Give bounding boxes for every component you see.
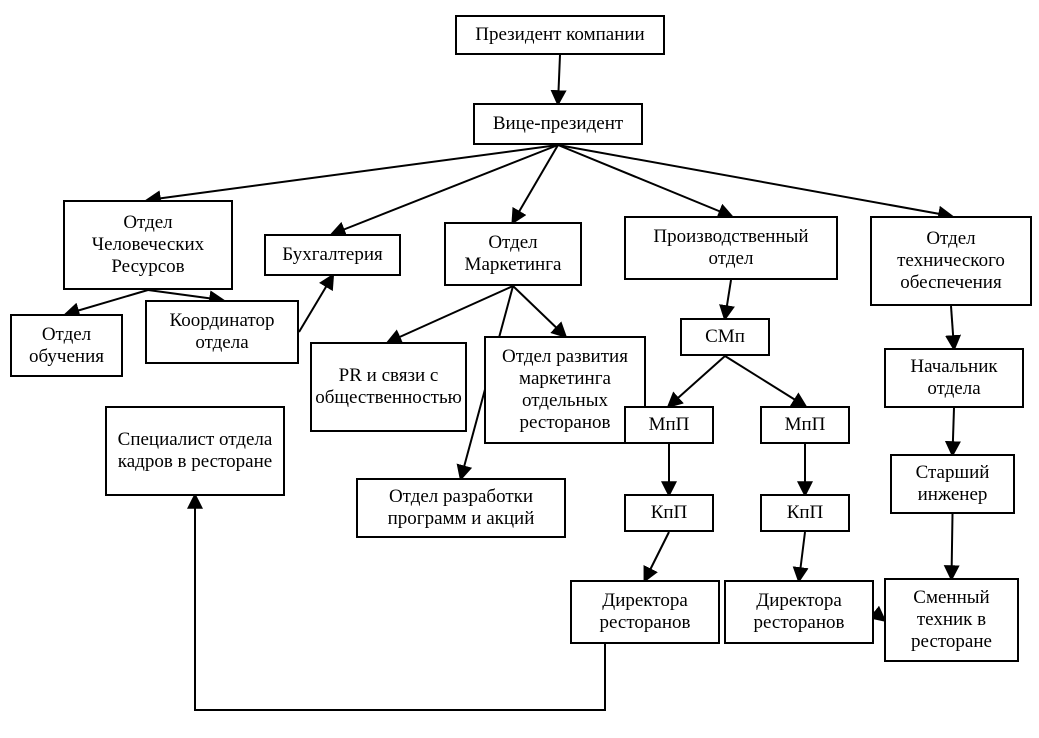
node-label: КпП (651, 502, 688, 524)
edge-vp-to-marketing (513, 145, 558, 222)
edge-smp-to-mpp2 (725, 356, 805, 406)
edge-prod_dept-to-smp (725, 280, 731, 318)
node-label: Специалист отдела кадров в ресторане (113, 429, 277, 473)
edge-marketing-to-pr (389, 286, 514, 342)
node-kpp1: КпП (624, 494, 714, 532)
node-label: Отдел Человеческих Ресурсов (71, 212, 225, 278)
node-label: СМп (705, 326, 745, 348)
node-label: Вице-президент (493, 113, 623, 135)
edge-smp-to-mpp1 (669, 356, 725, 406)
org-chart-canvas: Президент компании Вице-президент Отдел Че… (0, 0, 1039, 738)
node-kpp2: КпП (760, 494, 850, 532)
node-label: Сменный техник в ресторане (892, 587, 1011, 653)
node-accounting: Бухгалтерия (264, 234, 401, 276)
edge-vp-to-accounting (333, 145, 559, 234)
edge-hr_dept-to-coord (148, 290, 222, 300)
edge-marketing-to-mkt_dev (513, 286, 565, 336)
node-coord: Координатор отдела (145, 300, 299, 364)
node-label: Бухгалтерия (282, 244, 382, 266)
node-shift_tech: Сменный техник в ресторане (884, 578, 1019, 662)
node-label: Отдел развития маркетинга отдельных рест… (492, 346, 638, 433)
node-label: Президент компании (475, 24, 644, 46)
edge-president-to-vp (558, 55, 560, 103)
node-label: Старший инженер (898, 462, 1007, 506)
node-mkt_dev: Отдел развития маркетинга отдельных рест… (484, 336, 646, 444)
node-pr: PR и связи с общественностью (310, 342, 467, 432)
edge-senior_eng-to-shift_tech (952, 514, 953, 578)
edge-kpp2-to-dir2 (799, 532, 805, 580)
edge-head-to-senior_eng (953, 408, 955, 454)
node-president: Президент компании (455, 15, 665, 55)
edge-vp-to-tech_dept (558, 145, 951, 216)
edge-kpp1-to-dir1 (645, 532, 669, 580)
node-label: Отдел разработки программ и акций (364, 486, 558, 530)
edge-vp-to-hr_dept (148, 145, 558, 200)
node-dir1: Директора ресторанов (570, 580, 720, 644)
node-training: Отдел обучения (10, 314, 123, 377)
node-head: Начальник отдела (884, 348, 1024, 408)
node-label: Отдел Маркетинга (452, 232, 574, 276)
node-label: КпП (787, 502, 824, 524)
node-vp: Вице-президент (473, 103, 643, 145)
node-tech_dept: Отдел технического обеспечения (870, 216, 1032, 306)
edge-hr_dept-to-training (67, 290, 149, 314)
node-label: МпП (785, 414, 826, 436)
node-dir2: Директора ресторанов (724, 580, 874, 644)
edge-tech_dept-to-head (951, 306, 954, 348)
node-mkt_prog: Отдел разработки программ и акций (356, 478, 566, 538)
node-label: Координатор отдела (153, 310, 291, 354)
node-mpp2: МпП (760, 406, 850, 444)
edge-dir2-to-shift_tech (874, 612, 884, 620)
node-label: PR и связи с общественностью (315, 365, 462, 409)
node-marketing: Отдел Маркетинга (444, 222, 582, 286)
node-smp: СМп (680, 318, 770, 356)
node-label: Директора ресторанов (732, 590, 866, 634)
node-hr_dept: Отдел Человеческих Ресурсов (63, 200, 233, 290)
node-label: Отдел обучения (18, 324, 115, 368)
edge-vp-to-prod_dept (558, 145, 731, 216)
node-label: Отдел технического обеспечения (878, 228, 1024, 294)
node-label: Директора ресторанов (578, 590, 712, 634)
node-label: МпП (649, 414, 690, 436)
node-label: Начальник отдела (892, 356, 1016, 400)
node-label: Производственный отдел (632, 226, 830, 270)
node-senior_eng: Старший инженер (890, 454, 1015, 514)
node-mpp1: МпП (624, 406, 714, 444)
edge-coord-to-accounting (299, 276, 333, 332)
node-hr_spec: Специалист отдела кадров в ресторане (105, 406, 285, 496)
node-prod_dept: Производственный отдел (624, 216, 838, 280)
